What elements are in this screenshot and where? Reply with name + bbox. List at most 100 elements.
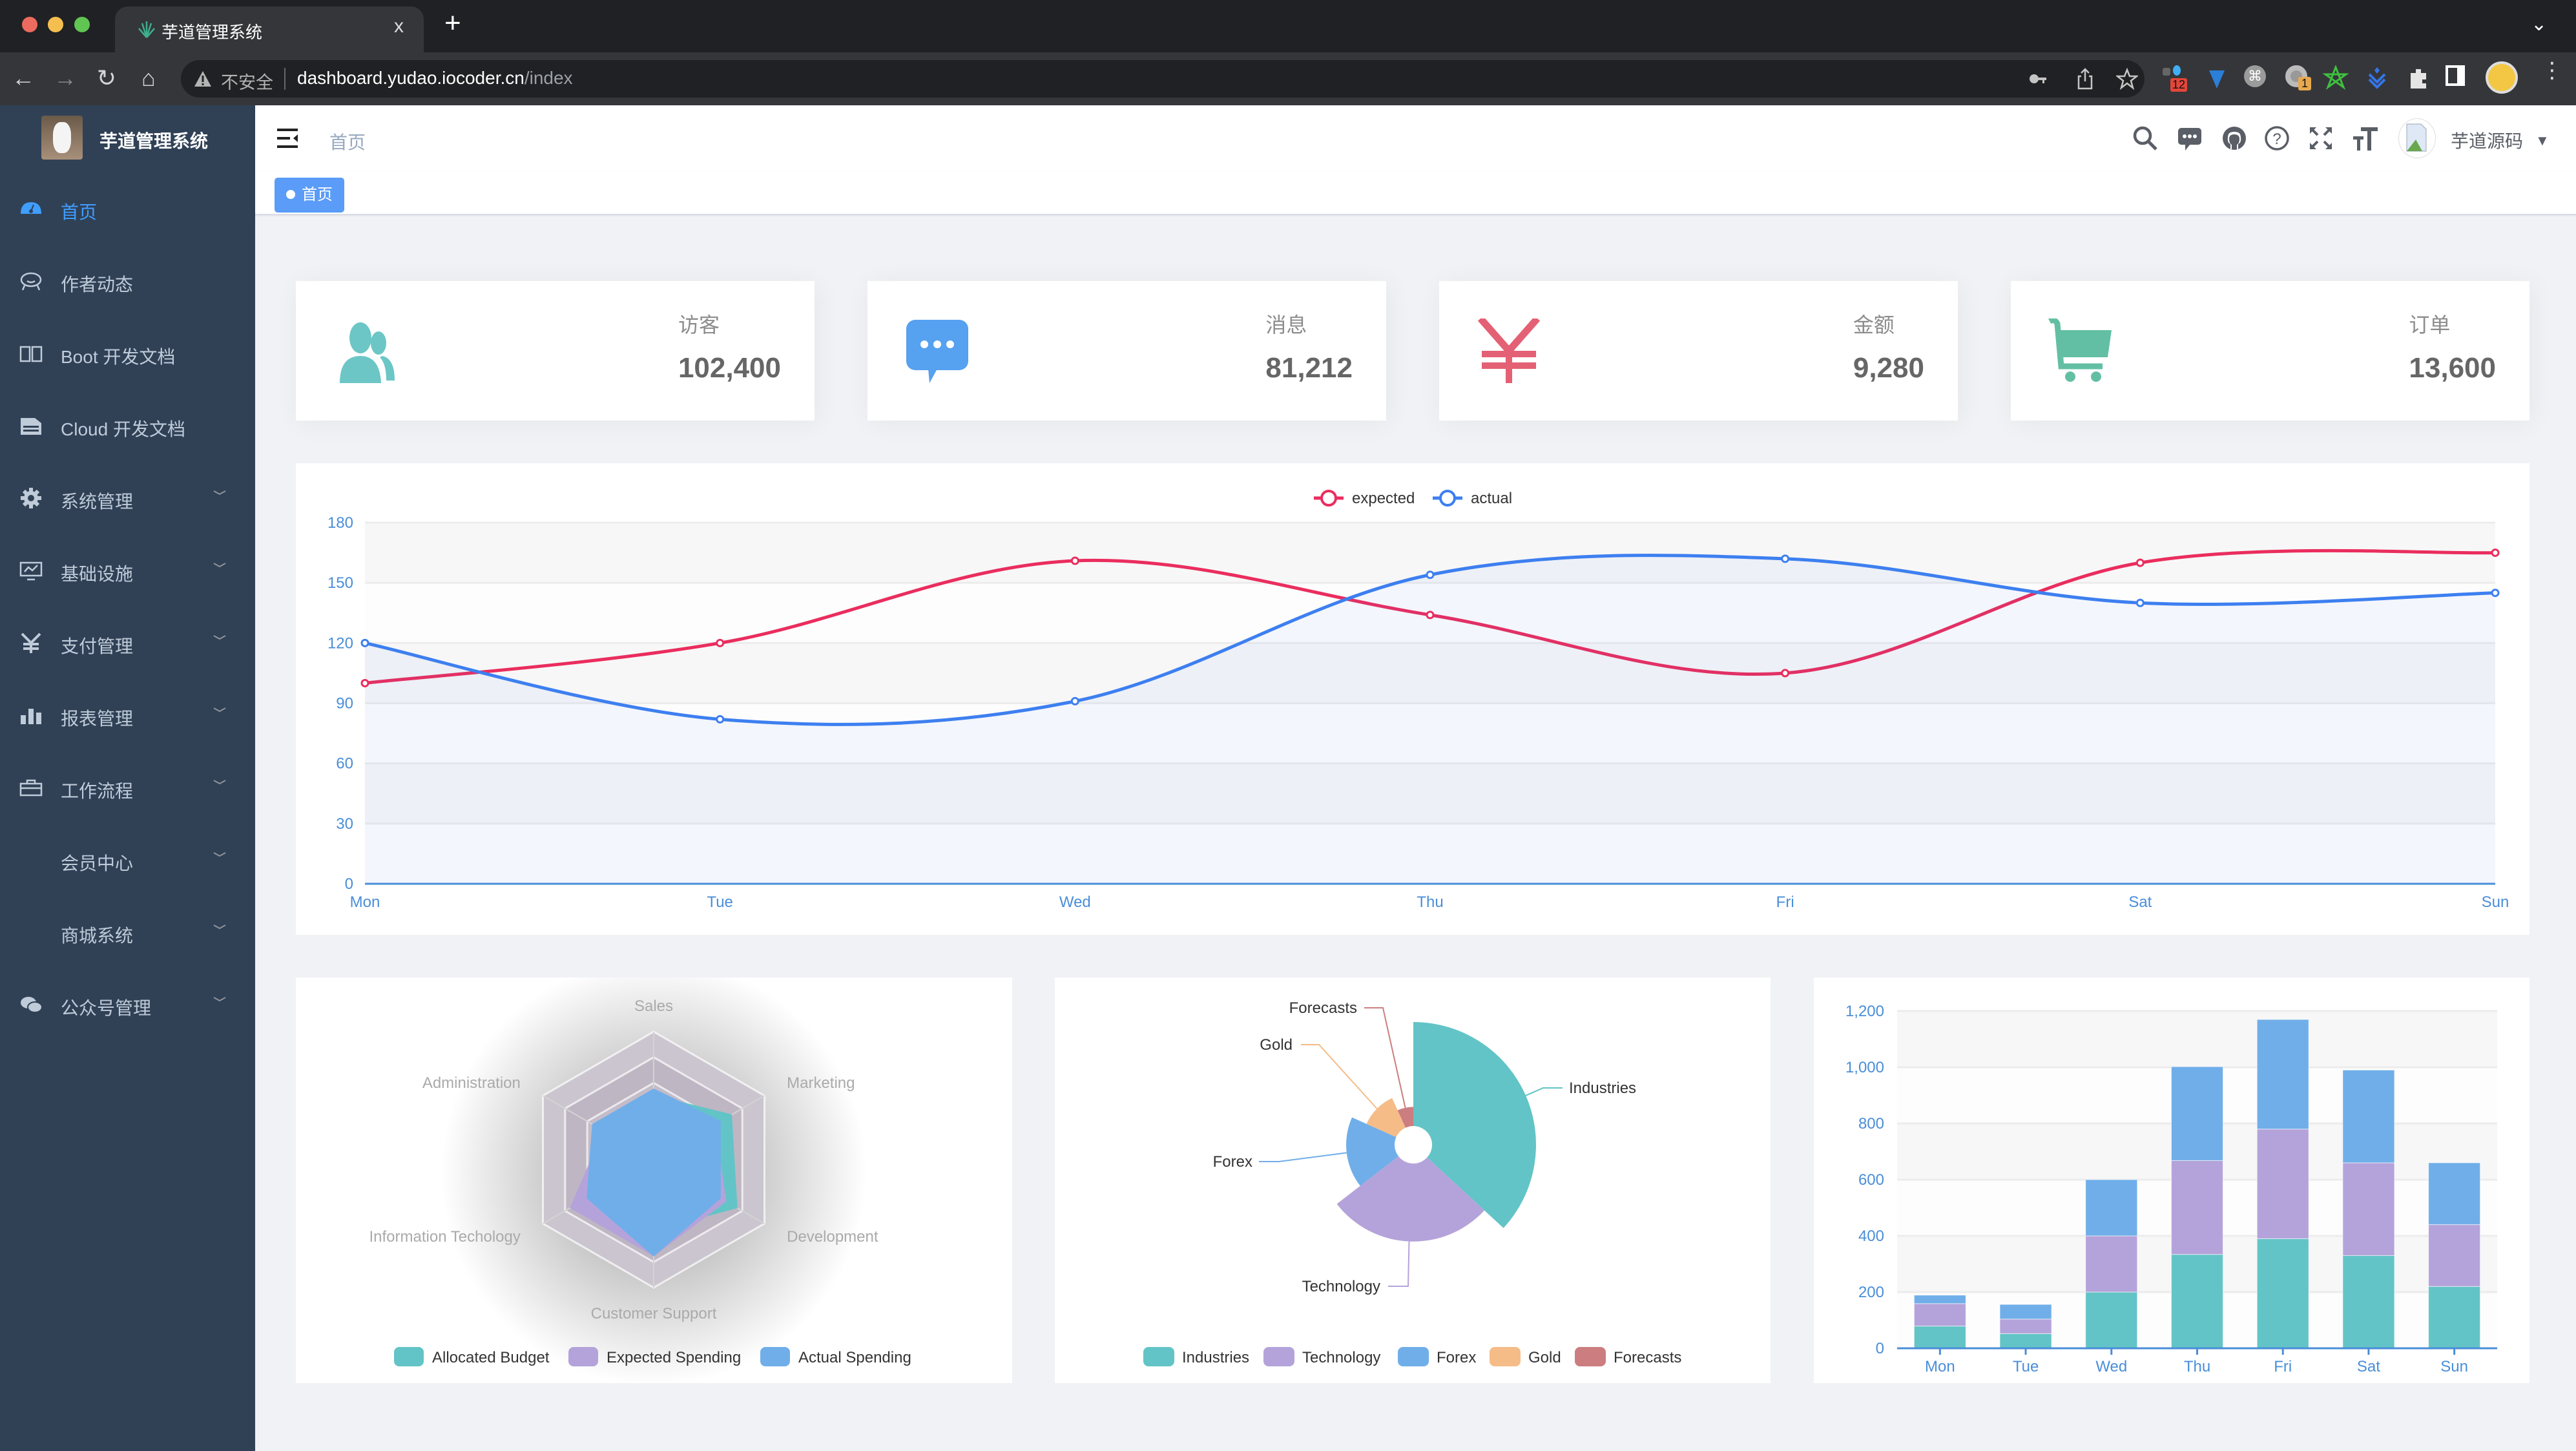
sidebar-item[interactable]: 基础设施 xyxy=(0,534,255,607)
chevron-down-icon xyxy=(213,707,226,713)
sidebar-item[interactable]: 首页 xyxy=(0,172,255,245)
pie-label-line xyxy=(1259,1152,1347,1162)
window-minimize-button[interactable] xyxy=(48,17,63,32)
search-icon[interactable] xyxy=(2132,125,2159,152)
back-button[interactable]: ← xyxy=(12,65,35,91)
sidebar-item[interactable]: 报表管理 xyxy=(0,679,255,751)
font-size-icon[interactable] xyxy=(2352,125,2379,152)
bar-segment[interactable] xyxy=(2256,1238,2309,1349)
bar-segment[interactable] xyxy=(2085,1235,2138,1293)
fullscreen-icon[interactable] xyxy=(2307,125,2334,152)
legend-item[interactable]: Forecasts xyxy=(1575,1347,1681,1366)
bar-segment[interactable] xyxy=(1913,1303,1966,1327)
browser-menu-icon[interactable]: ⋮ xyxy=(2541,58,2563,83)
stat-card-amount[interactable]: 金额 9,280 xyxy=(1439,281,1958,421)
bar-segment[interactable] xyxy=(2256,1019,2309,1130)
username[interactable]: 芋道源码 xyxy=(2451,131,2524,151)
sidebar-item[interactable]: 系统管理 xyxy=(0,462,255,534)
pie-slice-forex[interactable] xyxy=(1346,1117,1399,1186)
extensions-puzzle-icon[interactable] xyxy=(2405,65,2431,91)
sidebar-item[interactable]: 公众号管理 xyxy=(0,968,255,1041)
bookmark-star-icon[interactable] xyxy=(2116,68,2138,90)
sidebar-item[interactable]: 工作流程 xyxy=(0,751,255,824)
legend-item[interactable]: Allocated Budget xyxy=(394,1347,550,1366)
help-icon[interactable]: ? xyxy=(2263,125,2290,152)
home-button[interactable]: ⌂ xyxy=(141,65,156,91)
legend-item-expected[interactable]: expected xyxy=(1314,490,1415,507)
window-close-button[interactable] xyxy=(22,17,37,32)
user-avatar[interactable] xyxy=(2398,118,2436,158)
pie-label-line xyxy=(1364,1007,1406,1108)
bar-segment[interactable] xyxy=(2428,1224,2481,1287)
sidebar-item[interactable]: Cloud 开发文档 xyxy=(0,390,255,462)
key-icon[interactable] xyxy=(2028,70,2048,88)
legend-item[interactable]: Industries xyxy=(1143,1347,1249,1366)
x-tick-label: Thu xyxy=(1417,893,1443,911)
new-tab-button[interactable]: + xyxy=(444,7,461,39)
sidebar-item[interactable]: Boot 开发文档 xyxy=(0,317,255,390)
stat-card-messages[interactable]: 消息 81,212 xyxy=(867,281,1386,421)
profile-avatar[interactable] xyxy=(2486,61,2518,94)
bar-segment[interactable] xyxy=(2428,1162,2481,1226)
tab-close-button[interactable]: x xyxy=(394,16,404,37)
share-icon[interactable] xyxy=(2076,67,2094,90)
address-bar[interactable]: 不安全 dashboard.yudao.iocoder.cn/index xyxy=(181,60,2145,98)
reload-button[interactable]: ↻ xyxy=(96,65,117,91)
extension-icon[interactable]: 1 xyxy=(2285,65,2312,91)
bar-segment[interactable] xyxy=(2342,1162,2395,1256)
pie-slice-forecasts[interactable] xyxy=(1397,1107,1413,1128)
bar-segment[interactable] xyxy=(1999,1319,2052,1334)
bar-segment[interactable] xyxy=(2085,1291,2138,1349)
sidebar-item[interactable]: 作者动态 xyxy=(0,245,255,317)
legend-item[interactable]: Technology xyxy=(1263,1347,1380,1366)
tab-search-chevron-icon[interactable]: ⌄ xyxy=(2531,14,2548,35)
legend-item-actual[interactable]: actual xyxy=(1433,490,1512,507)
stat-card-orders[interactable]: 订单 13,600 xyxy=(2011,281,2529,421)
bar-segment[interactable] xyxy=(1913,1326,1966,1349)
pie-slice-gold[interactable] xyxy=(1366,1098,1406,1138)
github-icon[interactable] xyxy=(2221,125,2248,152)
window-maximize-button[interactable] xyxy=(74,17,90,32)
bar-segment[interactable] xyxy=(2428,1286,2481,1349)
legend-item[interactable]: Actual Spending xyxy=(760,1347,911,1366)
extension-icon[interactable] xyxy=(2364,65,2390,91)
extension-icon[interactable]: ⌘ xyxy=(2244,65,2270,91)
bar-segment[interactable] xyxy=(2171,1066,2223,1161)
x-tick-label: Fri xyxy=(1776,893,1794,911)
bar-segment[interactable] xyxy=(2342,1069,2395,1164)
message-icon[interactable] xyxy=(2176,125,2203,152)
url-host: dashboard.yudao.iocoder.cn xyxy=(297,68,525,88)
legend-item[interactable]: Forex xyxy=(1398,1347,1476,1366)
stat-card-visitors[interactable]: 访客 102,400 xyxy=(296,281,815,421)
hamburger-icon[interactable] xyxy=(277,129,298,148)
extension-icon[interactable]: 12 xyxy=(2163,65,2188,92)
browser-toolbar: ← → ↻ ⌂ 不安全 dashboard.yudao.iocoder.cn/i… xyxy=(0,52,2576,105)
bar-segment[interactable] xyxy=(2171,1160,2223,1255)
bar-segment[interactable] xyxy=(1913,1295,1966,1304)
sidebar-item[interactable]: 会员中心 xyxy=(0,824,255,896)
bar-segment[interactable] xyxy=(1999,1304,2052,1320)
bar-segment[interactable] xyxy=(2085,1179,2138,1237)
extension-icon[interactable] xyxy=(2322,64,2349,91)
legend-item[interactable]: Expected Spending xyxy=(568,1347,741,1366)
forward-button[interactable]: → xyxy=(54,65,77,91)
pie-slice-technology[interactable] xyxy=(1336,1156,1485,1242)
data-point-actual xyxy=(1781,554,1790,563)
side-panel-icon[interactable] xyxy=(2446,65,2471,91)
bar-segment[interactable] xyxy=(2256,1129,2309,1239)
legend-item[interactable]: Gold xyxy=(1490,1347,1561,1366)
pie-slice-industries[interactable] xyxy=(1413,1022,1536,1228)
security-label[interactable]: 不安全 xyxy=(221,73,273,92)
tag-home[interactable]: 首页 xyxy=(275,178,344,213)
url-text[interactable]: dashboard.yudao.iocoder.cn/index xyxy=(297,68,573,89)
sidebar-item[interactable]: 支付管理 xyxy=(0,607,255,679)
bar-segment[interactable] xyxy=(1999,1333,2052,1349)
browser-tab[interactable]: 芋道管理系统 x xyxy=(115,6,424,52)
wechat-icon xyxy=(21,997,43,1013)
sidebar-item[interactable]: 商城系统 xyxy=(0,896,255,968)
caret-down-icon[interactable]: ▼ xyxy=(2535,132,2550,149)
breadcrumb[interactable]: 首页 xyxy=(329,132,366,152)
bar-segment[interactable] xyxy=(2171,1254,2223,1349)
extension-icon[interactable] xyxy=(2204,65,2230,91)
bar-segment[interactable] xyxy=(2342,1255,2395,1349)
